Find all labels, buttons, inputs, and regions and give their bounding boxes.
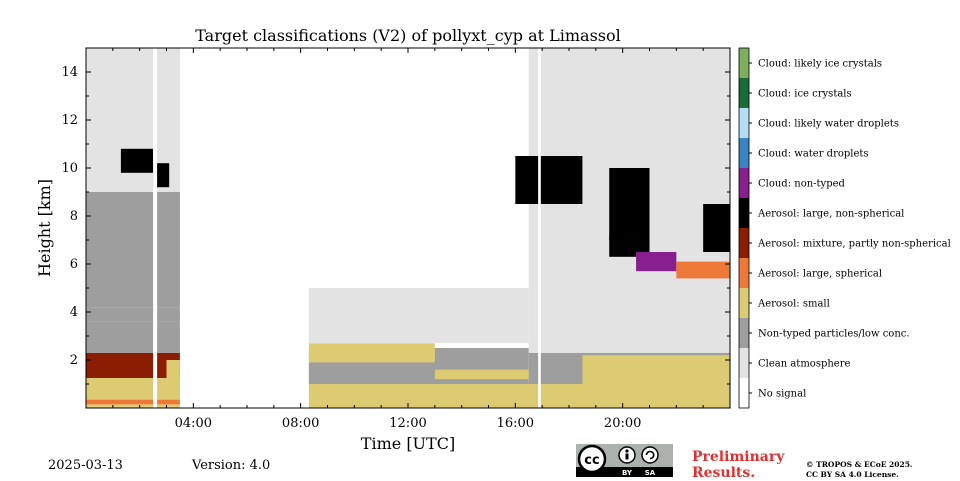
heatmap-region-13	[308, 343, 435, 363]
chart-title: Target classifications (V2) of pollyxt_c…	[195, 26, 621, 45]
legend-swatch-8	[739, 138, 749, 168]
x-tick-label-2: 12:00	[389, 416, 426, 431]
legend-swatch-0	[739, 378, 749, 408]
y-tick-label-6: 14	[61, 65, 78, 80]
x-tick-label-4: 20:00	[604, 416, 641, 431]
heatmap-region-15	[308, 288, 529, 344]
legend-swatch-4	[739, 258, 749, 288]
x-tick-label-1: 08:00	[282, 416, 319, 431]
legend-swatch-11	[739, 48, 749, 78]
heatmap-cells	[86, 48, 730, 408]
heatmap-region-5	[86, 321, 180, 353]
legend-swatch-10	[739, 78, 749, 108]
cc-logo-text: cc	[584, 453, 599, 468]
y-tick-label-0: 2	[70, 353, 78, 368]
attribution-icon-body	[625, 453, 629, 460]
heatmap-region-7	[86, 192, 180, 308]
heatmap-region-4	[166, 360, 180, 384]
legend-swatch-2	[739, 318, 749, 348]
legend-swatch-1	[739, 348, 749, 378]
x-tick-label-3: 16:00	[497, 416, 534, 431]
x-tick-label-0: 04:00	[175, 416, 212, 431]
legend-swatch-6	[739, 198, 749, 228]
heatmap-region-1	[86, 399, 180, 405]
legend-label-7: Cloud: non-typed	[758, 179, 846, 190]
legend-label-10: Cloud: ice crystals	[758, 89, 852, 100]
heatmap-region-20	[609, 168, 650, 240]
copyright-line-2: CC BY SA 4.0 License.	[806, 470, 899, 479]
heatmap-region-22	[636, 252, 677, 272]
y-tick-label-5: 12	[61, 113, 78, 128]
legend: No signal Clean atmosphere Non-typed parti…	[738, 47, 951, 409]
heatmap-region-6	[86, 307, 180, 322]
heatmap-region-14	[434, 369, 529, 380]
no-signal-gap-2	[538, 48, 541, 408]
legend-label-5: Aerosol: mixture, partly non-spherical	[757, 239, 951, 250]
footer-date: 2025-03-13	[48, 458, 123, 473]
legend-label-3: Aerosol: small	[757, 299, 830, 310]
preliminary-line-2: Results.	[692, 465, 756, 481]
footer-version: Version: 4.0	[192, 458, 271, 473]
y-axis-label: Height [km]	[35, 179, 54, 277]
cc-license-badge: cc BY SA	[576, 444, 673, 477]
legend-swatch-7	[739, 168, 749, 198]
y-tick-label-4: 10	[61, 161, 78, 176]
cc-badge-strip	[576, 467, 673, 477]
copyright-line-1: © TROPOS & ECoE 2025.	[806, 460, 913, 469]
preliminary-results-note: Preliminary Results.	[692, 449, 784, 481]
attribution-icon-head	[625, 449, 629, 453]
x-axis-ticks: 04:00 08:00 12:00 16:00 20:00	[85, 48, 731, 431]
x-axis-label: Time [UTC]	[361, 434, 455, 453]
legend-label-6: Aerosol: large, non-spherical	[757, 209, 904, 220]
heatmap-region-9	[120, 148, 154, 173]
legend-label-4: Aerosol: large, spherical	[757, 269, 882, 280]
heatmap-region-0	[86, 404, 180, 408]
heatmap-region-21	[609, 235, 650, 257]
y-tick-label-2: 6	[70, 257, 78, 272]
cc-sa-label: SA	[645, 469, 656, 477]
no-signal-gap-1	[181, 48, 309, 408]
legend-label-2: Non-typed particles/low conc.	[758, 329, 910, 340]
plot-area	[85, 47, 731, 409]
heatmap-region-19	[515, 156, 583, 204]
y-tick-label-3: 8	[70, 209, 78, 224]
legend-label-11: Cloud: likely ice crystals	[758, 59, 882, 70]
legend-label-1: Clean atmosphere	[758, 359, 851, 370]
heatmap-region-24	[703, 204, 730, 252]
legend-frame	[738, 47, 750, 409]
legend-swatch-5	[739, 228, 749, 258]
legend-label-0: No signal	[758, 389, 806, 400]
heatmap-region-23	[676, 261, 730, 279]
preliminary-line-1: Preliminary	[692, 449, 785, 465]
cc-by-label: BY	[622, 469, 633, 477]
cc-logo-icon	[577, 444, 607, 474]
no-signal-gap-0	[153, 48, 158, 408]
legend-label-9: Cloud: likely water droplets	[758, 119, 899, 130]
legend-swatch-3	[739, 288, 749, 318]
y-tick-label-1: 4	[70, 305, 78, 320]
legend-label-8: Cloud: water droplets	[758, 149, 869, 160]
heatmap-region-2	[86, 378, 180, 400]
copyright-note: © TROPOS & ECoE 2025. CC BY SA 4.0 Licen…	[806, 460, 913, 480]
share-alike-icon-arrow	[645, 450, 655, 460]
legend-swatch-9	[739, 108, 749, 138]
heatmap-region-11	[308, 384, 730, 408]
heatmap-region-10	[153, 163, 170, 188]
y-axis-ticks: 2 4 6 8 10 12 14	[61, 65, 730, 385]
heatmap-region-17	[582, 355, 730, 384]
share-alike-icon	[641, 446, 659, 464]
heatmap-region-3	[86, 352, 180, 378]
